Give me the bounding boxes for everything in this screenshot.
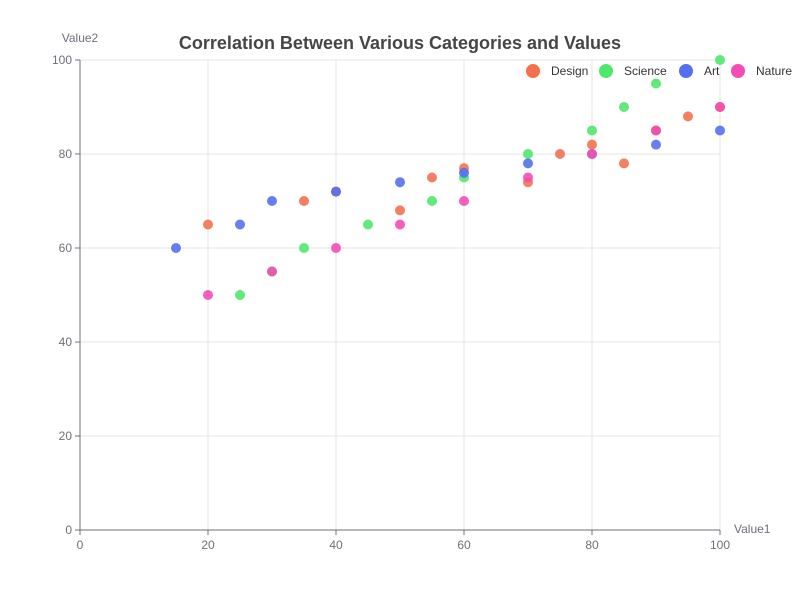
x-tick-label: 100 (710, 538, 730, 552)
legend-label-science: Science (624, 64, 667, 78)
data-point-science[interactable] (363, 219, 373, 230)
data-point-nature[interactable] (395, 219, 405, 230)
x-tick-label: 80 (585, 538, 599, 552)
data-points (171, 55, 725, 300)
data-point-nature[interactable] (203, 290, 213, 300)
y-tick-label: 20 (59, 429, 73, 443)
data-point-nature[interactable] (331, 243, 341, 253)
data-point-design[interactable] (619, 158, 629, 169)
data-point-science[interactable] (587, 125, 597, 136)
data-point-nature[interactable] (715, 102, 725, 112)
y-tick-label: 80 (59, 147, 73, 161)
data-point-design[interactable] (427, 172, 437, 183)
data-point-science[interactable] (299, 243, 309, 253)
data-point-science[interactable] (651, 78, 661, 89)
data-point-art[interactable] (235, 219, 245, 230)
data-point-design[interactable] (299, 196, 309, 206)
data-point-design[interactable] (203, 219, 213, 230)
data-point-art[interactable] (651, 139, 661, 150)
legend-marker-art (679, 64, 693, 78)
legend-item-design[interactable]: Design (526, 64, 588, 78)
data-point-science[interactable] (427, 196, 437, 206)
data-point-nature[interactable] (651, 125, 661, 136)
data-point-nature[interactable] (267, 266, 277, 277)
legend-label-design: Design (551, 64, 588, 78)
data-point-art[interactable] (267, 196, 277, 206)
legend-item-nature[interactable]: Nature (731, 64, 792, 78)
data-point-art[interactable] (331, 186, 341, 197)
data-point-science[interactable] (523, 149, 533, 159)
y-tick-label: 100 (52, 53, 72, 67)
legend[interactable]: Design Science Art Nature (526, 64, 792, 78)
data-point-design[interactable] (683, 111, 693, 122)
legend-label-art: Art (704, 64, 720, 78)
data-point-design[interactable] (555, 149, 565, 159)
y-tick-label: 0 (65, 523, 72, 537)
x-axis-label: Value1 (734, 522, 771, 536)
data-point-science[interactable] (715, 55, 725, 65)
data-point-science[interactable] (235, 290, 245, 300)
data-point-art[interactable] (395, 177, 405, 188)
data-point-nature[interactable] (587, 149, 597, 159)
legend-label-nature: Nature (756, 64, 792, 78)
data-point-art[interactable] (459, 167, 469, 178)
data-point-design[interactable] (587, 139, 597, 150)
x-tick-label: 40 (329, 538, 343, 552)
data-point-art[interactable] (171, 243, 181, 253)
legend-marker-nature (731, 64, 745, 78)
x-tick-label: 20 (201, 538, 215, 552)
x-tick-label: 60 (457, 538, 471, 552)
legend-item-science[interactable]: Science (599, 64, 667, 78)
data-point-nature[interactable] (459, 196, 469, 206)
data-point-science[interactable] (619, 102, 629, 112)
chart-title: Correlation Between Various Categories a… (179, 33, 621, 53)
legend-marker-design (526, 64, 540, 78)
axes: 0 20 40 60 80 100 0 20 40 60 80 100 (52, 53, 730, 552)
x-tick-label: 0 (77, 538, 84, 552)
y-tick-label: 60 (59, 241, 73, 255)
data-point-art[interactable] (523, 158, 533, 169)
y-axis-label: Value2 (62, 31, 99, 45)
grid-lines (80, 59, 721, 530)
legend-item-art[interactable]: Art (679, 64, 720, 78)
y-tick-label: 40 (59, 335, 73, 349)
data-point-design[interactable] (395, 205, 405, 216)
data-point-art[interactable] (715, 125, 725, 136)
data-point-nature[interactable] (523, 172, 533, 183)
legend-marker-science (599, 64, 613, 78)
